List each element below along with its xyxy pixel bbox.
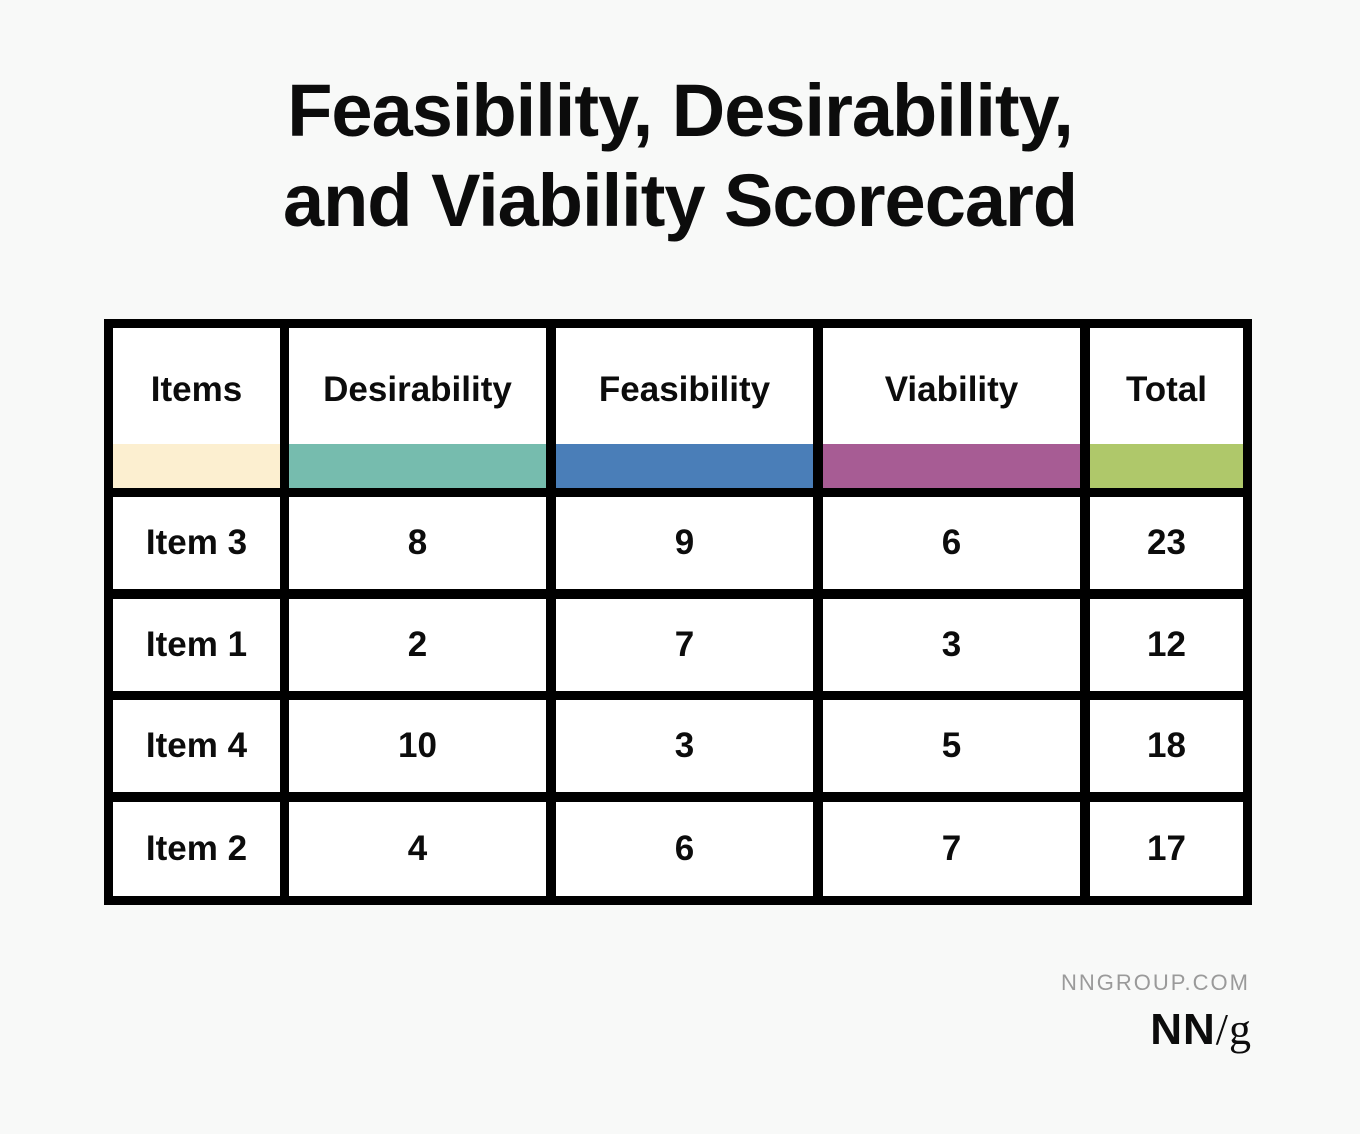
cell-item: Item 1 xyxy=(113,599,280,691)
cell-total: 12 xyxy=(1090,599,1243,691)
title-line-2: and Viability Scorecard xyxy=(282,159,1078,242)
color-swatch-feasibility xyxy=(556,444,813,488)
cell-desirability: 8 xyxy=(289,497,546,589)
cell-viability: 6 xyxy=(823,497,1080,589)
scorecard-table: Items Desirability Feasibility Viability… xyxy=(104,319,1252,905)
cell-total: 18 xyxy=(1090,700,1243,792)
header-label: Desirability xyxy=(323,370,512,409)
cell-feasibility: 3 xyxy=(556,700,813,792)
site-url: NNGROUP.COM xyxy=(1060,970,1250,995)
cell-viability: 7 xyxy=(823,802,1080,896)
header-viability: Viability xyxy=(823,328,1080,488)
header-feasibility: Feasibility xyxy=(556,328,813,488)
cell-feasibility: 9 xyxy=(556,497,813,589)
header-label: Items xyxy=(150,370,243,409)
cell-item: Item 2 xyxy=(113,802,280,896)
cell-total: 23 xyxy=(1090,497,1243,589)
cell-desirability: 2 xyxy=(289,599,546,691)
cell-viability: 5 xyxy=(823,700,1080,792)
nng-logo: NN/g xyxy=(1150,1004,1252,1055)
header-label: Feasibility xyxy=(598,370,771,409)
header-desirability: Desirability xyxy=(289,328,546,488)
color-swatch-desirability xyxy=(289,444,546,488)
header-items: Items xyxy=(113,328,280,488)
cell-feasibility: 7 xyxy=(556,599,813,691)
header-label: Viability xyxy=(884,370,1019,409)
title-line-1: Feasibility, Desirability, xyxy=(287,69,1074,152)
color-swatch-total xyxy=(1090,444,1243,488)
cell-desirability: 10 xyxy=(289,700,546,792)
color-swatch-viability xyxy=(823,444,1080,488)
color-swatch-items xyxy=(113,444,280,488)
cell-item: Item 4 xyxy=(113,700,280,792)
cell-feasibility: 6 xyxy=(556,802,813,896)
header-total: Total xyxy=(1090,328,1243,488)
page-title: Feasibility, Desirability, and Viability… xyxy=(0,66,1360,246)
cell-viability: 3 xyxy=(823,599,1080,691)
logo-g: /g xyxy=(1215,1005,1252,1054)
cell-desirability: 4 xyxy=(289,802,546,896)
logo-nn: NN xyxy=(1150,1005,1216,1054)
cell-total: 17 xyxy=(1090,802,1243,896)
header-label: Total xyxy=(1125,370,1207,409)
cell-item: Item 3 xyxy=(113,497,280,589)
